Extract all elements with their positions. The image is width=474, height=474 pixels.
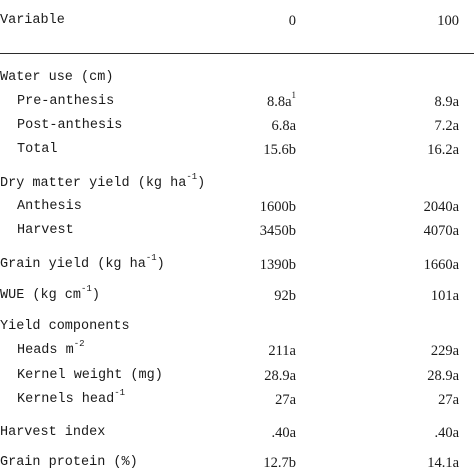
header-row: Variable 0 100 [0, 10, 474, 32]
table-row-grain-protein: Grain protein (%) 12.7b 14.1a [0, 452, 474, 474]
table-row-harvest: Harvest 3450b 4070a [0, 220, 474, 242]
cell-col-0: 6.8a [271, 118, 296, 134]
header-variable: Variable [0, 13, 65, 28]
row-label: WUE (kg cm-1) [0, 283, 100, 303]
cell-col-0: 3450b [259, 223, 296, 239]
header-rule [0, 53, 474, 54]
table-row-heads: Heads m-2 211a 229a [0, 338, 474, 362]
cell-col-100: 4070a [423, 223, 459, 239]
table-row-pre-anthesis: Pre-anthesis 8.8a1 8.9a [0, 91, 474, 113]
cell-col-0: 27a [275, 392, 296, 408]
section-title: Yield components [0, 319, 130, 334]
table-row-kernels-head: Kernels head-1 27a 27a [0, 387, 474, 411]
cell-col-0: 15.6b [263, 142, 296, 158]
cell-col-100: 2040a [423, 199, 459, 215]
cell-col-100: 229a [430, 343, 459, 359]
row-label: Harvest [17, 223, 74, 238]
row-label: Anthesis [17, 199, 82, 214]
row-label: Kernels head-1 [17, 387, 126, 407]
cell-col-100: .40a [434, 425, 459, 441]
row-label: Grain yield (kg ha-1) [0, 252, 165, 272]
section-yield-components: Yield components [0, 316, 474, 338]
table-row-grain-yield: Grain yield (kg ha-1) 1390b 1660a [0, 252, 474, 276]
row-label: Grain protein (%) [0, 455, 138, 470]
section-water-use: Water use (cm) [0, 67, 474, 89]
section-dry-matter-yield: Dry matter yield (kg ha-1) [0, 171, 474, 195]
cell-col-100: 8.9a [434, 94, 459, 110]
cell-col-100: 101a [430, 288, 459, 304]
section-title: Dry matter yield (kg ha-1) [0, 171, 206, 191]
cell-col-0: 92b [274, 288, 296, 304]
cell-col-100: 27a [438, 392, 459, 408]
table-row-anthesis: Anthesis 1600b 2040a [0, 196, 474, 218]
cell-col-100: 16.2a [427, 142, 459, 158]
row-label: Total [17, 142, 58, 157]
table-row-kernel-weight: Kernel weight (mg) 28.9a 28.9a [0, 365, 474, 387]
cell-col-0: 211a [268, 343, 296, 359]
row-label: Post-anthesis [17, 118, 123, 133]
footnote-marker: 1 [291, 90, 297, 101]
cell-col-100: 1660a [423, 257, 459, 273]
section-title: Water use (cm) [0, 70, 114, 85]
table-row-wue: WUE (kg cm-1) 92b 101a [0, 283, 474, 307]
cell-col-0: .40a [271, 425, 296, 441]
cell-col-100: 28.9a [427, 368, 459, 384]
table-row-post-anthesis: Post-anthesis 6.8a 7.2a [0, 115, 474, 137]
cell-col-0: 1390b [259, 257, 296, 273]
row-label: Heads m-2 [17, 338, 85, 358]
header-col-0: 0 [288, 13, 296, 29]
cell-col-0: 12.7b [263, 455, 296, 471]
header-col-100: 100 [437, 13, 459, 29]
cell-col-0: 28.9a [264, 368, 296, 384]
row-label: Kernel weight (mg) [17, 368, 163, 383]
table-row-total: Total 15.6b 16.2a [0, 139, 474, 161]
cell-col-100: 14.1a [427, 455, 459, 471]
cell-col-100: 7.2a [434, 118, 459, 134]
table-row-harvest-index: Harvest index .40a .40a [0, 422, 474, 444]
row-label: Pre-anthesis [17, 94, 115, 109]
row-label: Harvest index [0, 425, 106, 440]
cell-col-0: 8.8a1 [266, 90, 297, 110]
cell-col-0: 1600b [259, 199, 296, 215]
